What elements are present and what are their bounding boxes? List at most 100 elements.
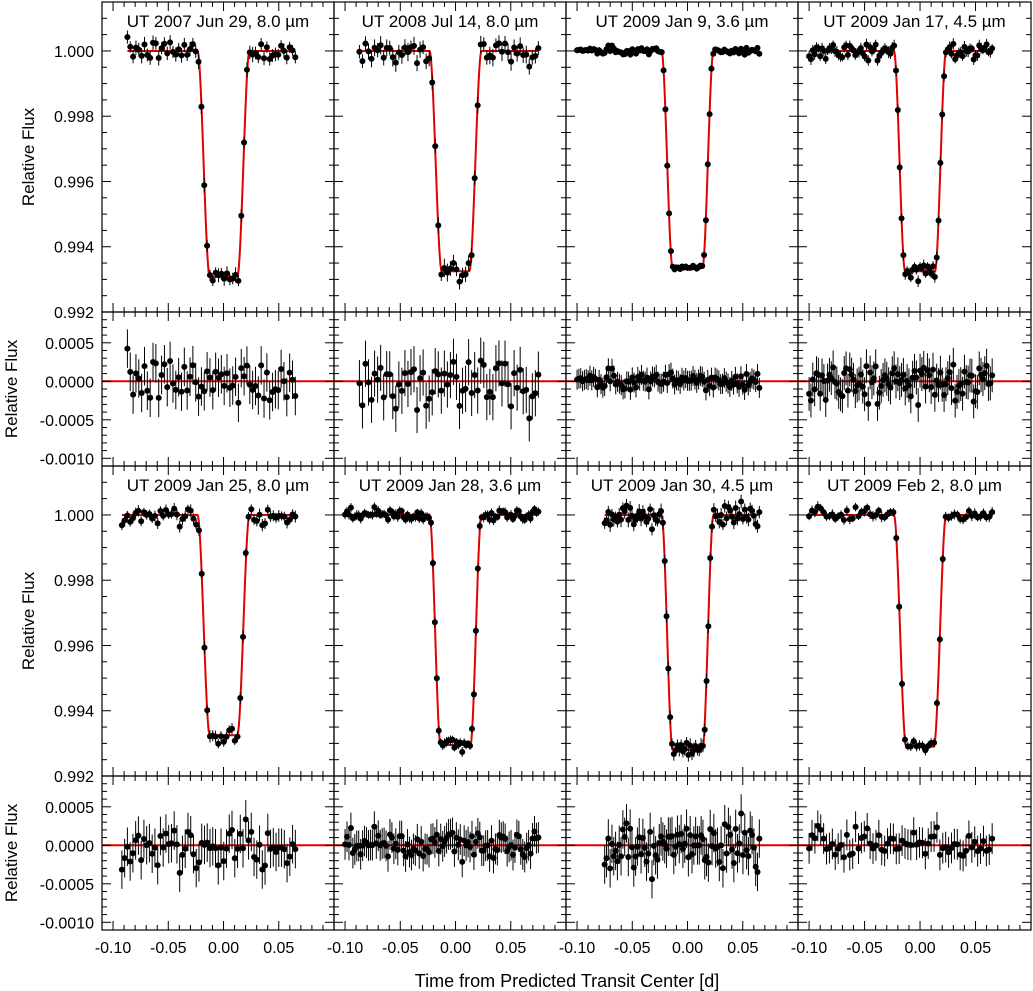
- flux-data-point: [385, 516, 392, 523]
- flux-data-point: [456, 278, 463, 285]
- residual-data-point: [875, 832, 882, 839]
- residual-data-point: [839, 393, 846, 400]
- flux-data-point: [980, 510, 987, 517]
- flux-data-point: [702, 217, 709, 224]
- flux-data-point: [750, 512, 757, 519]
- residual-data-point: [377, 364, 384, 371]
- residual-data-point: [248, 828, 255, 835]
- residual-data-point: [471, 372, 478, 379]
- residual-data-point: [144, 387, 151, 394]
- panel-5: UT 2009 Jan 25, 8.0 µm 0.992 0.994 0.996 0.9…: [2, 465, 335, 957]
- flux-data-point: [811, 51, 818, 58]
- flux-data-point: [255, 53, 262, 60]
- flux-data-point: [359, 58, 366, 65]
- residual-data-point: [423, 402, 430, 409]
- flux-data-point: [648, 526, 655, 533]
- flux-data-point: [508, 58, 515, 65]
- residual-data-point: [922, 850, 929, 857]
- flux-data-point: [699, 263, 706, 270]
- flux-data-point: [829, 511, 836, 518]
- flux-data-point: [660, 67, 667, 74]
- residual-data-point: [289, 376, 296, 383]
- residual-data-point: [190, 851, 197, 858]
- residual-data-point: [417, 375, 424, 382]
- residual-data-point: [198, 383, 205, 390]
- residual-data-point: [234, 845, 241, 852]
- residual-data-point: [756, 384, 763, 391]
- x-tick-label: 0.05: [263, 940, 294, 957]
- residual-data-point: [289, 841, 296, 848]
- residual-data-point: [462, 385, 469, 392]
- residual-data-point: [829, 841, 836, 848]
- residual-data-point: [127, 368, 134, 375]
- flux-data-point: [386, 44, 393, 51]
- residual-data-point: [730, 860, 737, 867]
- flux-data-point: [662, 106, 669, 113]
- residual-data-point: [286, 853, 293, 860]
- flux-data-point: [224, 270, 231, 277]
- residual-data-point: [262, 862, 269, 869]
- flux-data-point: [472, 627, 479, 634]
- flux-data-point: [954, 511, 961, 518]
- residual-data-point: [489, 394, 496, 401]
- flux-data-point: [959, 53, 966, 60]
- panel-7: UT 2009 Jan 30, 4.5 µm -0.10 -0.05 0.00 0.05: [559, 465, 799, 957]
- residual-data-point: [861, 833, 868, 840]
- residual-tick-label: 0.0005: [45, 336, 94, 353]
- flux-data-point: [896, 603, 903, 610]
- model-curve: [127, 49, 296, 278]
- flux-data-point: [141, 41, 148, 48]
- flux-data-point: [401, 44, 408, 51]
- flux-data-point: [189, 41, 196, 48]
- residual-data-point: [844, 387, 851, 394]
- flux-data-point: [899, 680, 906, 687]
- residual-data-point: [253, 856, 260, 863]
- residual-data-point: [380, 394, 387, 401]
- residual-data-point: [754, 370, 761, 377]
- flux-data-point: [289, 47, 296, 54]
- flux-data-point: [931, 739, 938, 746]
- flux-data-point: [668, 740, 675, 747]
- flux-data-point: [234, 733, 241, 740]
- flux-data-point: [192, 48, 199, 55]
- residual-data-point: [385, 853, 392, 860]
- residual-data-point: [832, 851, 839, 858]
- flux-data-point: [220, 738, 227, 745]
- flux-data-point: [283, 54, 290, 61]
- residual-data-point: [278, 365, 285, 372]
- flux-data-point: [663, 613, 670, 620]
- residual-data-point: [625, 853, 632, 860]
- flux-data-point: [505, 49, 512, 56]
- flux-data-point: [138, 518, 145, 525]
- flux-data-point: [514, 50, 521, 57]
- residual-data-point: [220, 858, 227, 865]
- residual-data-point: [838, 841, 845, 848]
- flux-data-point: [162, 506, 169, 513]
- residual-data-point: [164, 384, 171, 391]
- flux-data-point: [155, 54, 162, 61]
- residual-data-point: [154, 862, 161, 869]
- residual-data-point: [492, 365, 499, 372]
- flux-data-point: [172, 51, 179, 58]
- flux-data-point: [919, 742, 926, 749]
- panel-4: UT 2009 Jan 17, 4.5 µm: [797, 1, 1032, 467]
- flux-data-point: [223, 733, 230, 740]
- residual-data-point: [345, 841, 352, 848]
- flux-data-point: [732, 505, 739, 512]
- panel-title: UT 2008 Jul 14, 8.0 µm: [362, 12, 539, 31]
- residual-data-point: [739, 851, 746, 858]
- residual-data-point: [477, 357, 484, 364]
- residual-data-point: [738, 810, 745, 817]
- flux-data-point: [292, 513, 299, 520]
- residual-data-point: [465, 359, 472, 366]
- panel-title: UT 2007 Jun 29, 8.0 µm: [127, 12, 309, 31]
- flux-data-point: [754, 44, 761, 51]
- residual-data-point: [683, 825, 690, 832]
- model-curve: [359, 49, 539, 273]
- residual-data-point: [881, 847, 888, 854]
- model-curve: [121, 513, 296, 737]
- residual-data-point: [121, 855, 128, 862]
- flux-data-point: [849, 515, 856, 522]
- flux-tick-label: 0.994: [54, 240, 94, 257]
- flux-data-point: [872, 511, 879, 518]
